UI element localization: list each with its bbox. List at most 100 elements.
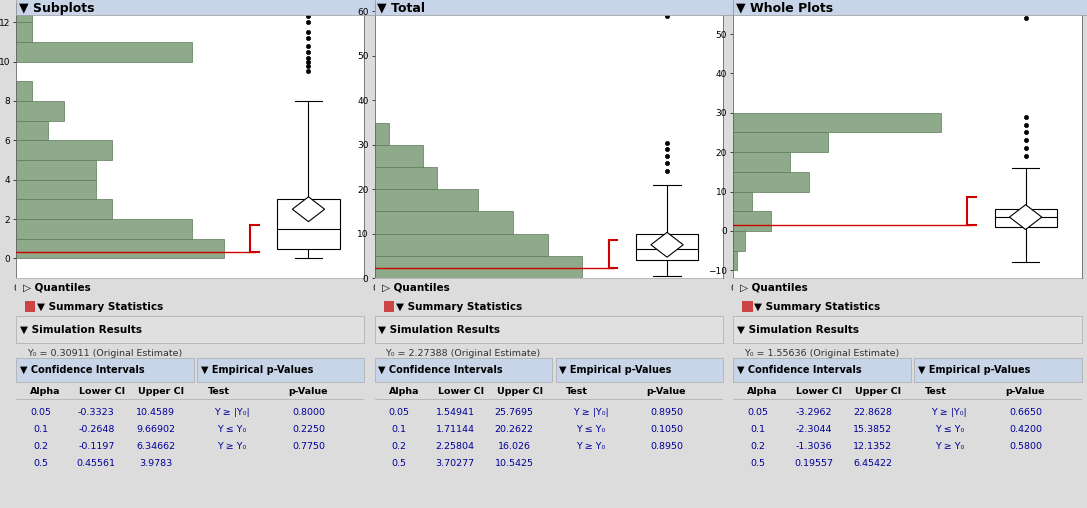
FancyBboxPatch shape bbox=[734, 0, 1087, 15]
FancyBboxPatch shape bbox=[16, 0, 642, 15]
Text: 0.5: 0.5 bbox=[391, 459, 407, 468]
Text: 0.4200: 0.4200 bbox=[1010, 425, 1042, 434]
Text: Upper CI: Upper CI bbox=[497, 387, 542, 396]
Text: 1.54941: 1.54941 bbox=[436, 408, 474, 417]
Text: 6.45422: 6.45422 bbox=[853, 459, 892, 468]
Polygon shape bbox=[1010, 205, 1041, 230]
Bar bbox=[16, 140, 112, 160]
Text: ▼ Total: ▼ Total bbox=[377, 2, 425, 15]
Bar bbox=[16, 3, 33, 22]
Text: 0.2: 0.2 bbox=[34, 442, 48, 451]
Text: 22.8628: 22.8628 bbox=[853, 408, 892, 417]
Bar bbox=[16, 42, 191, 61]
Text: 0.6650: 0.6650 bbox=[1010, 408, 1042, 417]
Text: 20.2622: 20.2622 bbox=[495, 425, 534, 434]
Text: Upper CI: Upper CI bbox=[138, 387, 185, 396]
Text: Lower CI: Lower CI bbox=[79, 387, 125, 396]
Bar bbox=[734, 133, 827, 152]
Text: ▼ Whole Plots: ▼ Whole Plots bbox=[736, 2, 833, 15]
Bar bbox=[375, 189, 478, 211]
Text: -2.3044: -2.3044 bbox=[796, 425, 832, 434]
Text: Lower CI: Lower CI bbox=[438, 387, 484, 396]
Text: Y ≥ Y₀: Y ≥ Y₀ bbox=[217, 442, 247, 451]
FancyBboxPatch shape bbox=[375, 358, 552, 383]
Bar bbox=[16, 199, 112, 219]
Text: ▷ Quantiles: ▷ Quantiles bbox=[382, 282, 450, 293]
Text: 0.1: 0.1 bbox=[750, 425, 765, 434]
Text: 0.2250: 0.2250 bbox=[292, 425, 325, 434]
Text: p-Value: p-Value bbox=[1005, 387, 1045, 396]
Polygon shape bbox=[651, 232, 684, 257]
Bar bbox=[384, 301, 393, 312]
Bar bbox=[375, 256, 583, 278]
Bar bbox=[742, 301, 752, 312]
Text: 3.9783: 3.9783 bbox=[139, 459, 172, 468]
FancyBboxPatch shape bbox=[375, 0, 1001, 15]
Text: 0.05: 0.05 bbox=[747, 408, 769, 417]
Bar bbox=[16, 219, 191, 239]
Text: 9.66902: 9.66902 bbox=[136, 425, 175, 434]
Bar bbox=[734, 231, 745, 250]
Bar bbox=[16, 120, 48, 140]
Text: 0.2: 0.2 bbox=[750, 442, 765, 451]
Bar bbox=[25, 301, 36, 312]
Text: ▼ Simulation Results: ▼ Simulation Results bbox=[737, 324, 859, 334]
Text: Test: Test bbox=[566, 387, 588, 396]
Text: p-Value: p-Value bbox=[288, 387, 327, 396]
Bar bbox=[734, 152, 790, 172]
FancyBboxPatch shape bbox=[555, 358, 723, 383]
Text: ▷ Quantiles: ▷ Quantiles bbox=[23, 282, 91, 293]
Bar bbox=[375, 145, 423, 167]
Text: -3.2962: -3.2962 bbox=[796, 408, 832, 417]
Text: 10.5425: 10.5425 bbox=[495, 459, 534, 468]
Text: Lower CI: Lower CI bbox=[796, 387, 842, 396]
Bar bbox=[995, 209, 1057, 227]
Bar bbox=[375, 122, 389, 145]
Text: Y ≤ Y₀: Y ≤ Y₀ bbox=[935, 425, 964, 434]
Text: Alpha: Alpha bbox=[389, 387, 420, 396]
Text: Upper CI: Upper CI bbox=[855, 387, 901, 396]
Bar bbox=[734, 250, 737, 270]
Text: ▼ Confidence Intervals: ▼ Confidence Intervals bbox=[20, 365, 145, 375]
Text: ▼ Confidence Intervals: ▼ Confidence Intervals bbox=[737, 365, 862, 375]
Text: 0.8950: 0.8950 bbox=[651, 408, 684, 417]
Text: 12.1352: 12.1352 bbox=[853, 442, 892, 451]
Text: 0.19557: 0.19557 bbox=[794, 459, 833, 468]
Text: 0.5800: 0.5800 bbox=[1010, 442, 1042, 451]
Text: ▼ Summary Statistics: ▼ Summary Statistics bbox=[37, 302, 163, 311]
Text: Y₀ = 1.55636 (Original Estimate): Y₀ = 1.55636 (Original Estimate) bbox=[744, 350, 899, 359]
Bar bbox=[375, 211, 513, 234]
Text: Test: Test bbox=[925, 387, 947, 396]
Text: 1.71144: 1.71144 bbox=[436, 425, 474, 434]
Text: -0.3323: -0.3323 bbox=[78, 408, 115, 417]
Bar bbox=[375, 167, 437, 189]
Text: Y₀ = 0.30911 (Original Estimate): Y₀ = 0.30911 (Original Estimate) bbox=[27, 350, 182, 359]
Text: 0.2: 0.2 bbox=[391, 442, 407, 451]
Text: 2.25804: 2.25804 bbox=[436, 442, 474, 451]
Polygon shape bbox=[292, 197, 325, 221]
Bar bbox=[734, 113, 940, 133]
Text: 0.5: 0.5 bbox=[750, 459, 765, 468]
Text: ▼ Simulation Results: ▼ Simulation Results bbox=[20, 324, 141, 334]
Bar bbox=[16, 239, 224, 259]
Bar bbox=[636, 234, 698, 260]
Text: 0.45561: 0.45561 bbox=[77, 459, 116, 468]
Bar bbox=[277, 199, 339, 248]
Text: 10.4589: 10.4589 bbox=[136, 408, 175, 417]
Bar bbox=[16, 101, 64, 120]
Text: ▼ Empirical p-Values: ▼ Empirical p-Values bbox=[917, 365, 1030, 375]
FancyBboxPatch shape bbox=[16, 316, 364, 342]
Text: -0.1197: -0.1197 bbox=[78, 442, 114, 451]
Text: 0.1: 0.1 bbox=[34, 425, 48, 434]
Text: Y ≤ Y₀: Y ≤ Y₀ bbox=[217, 425, 247, 434]
Text: 0.05: 0.05 bbox=[30, 408, 51, 417]
Text: 0.7750: 0.7750 bbox=[292, 442, 325, 451]
Text: ▼ Summary Statistics: ▼ Summary Statistics bbox=[396, 302, 522, 311]
Text: 15.3852: 15.3852 bbox=[853, 425, 892, 434]
FancyBboxPatch shape bbox=[734, 316, 1082, 342]
Bar bbox=[734, 192, 752, 211]
Bar bbox=[734, 211, 771, 231]
Text: 3.70277: 3.70277 bbox=[436, 459, 475, 468]
Text: ▼ Simulation Results: ▼ Simulation Results bbox=[378, 324, 500, 334]
Text: -1.3036: -1.3036 bbox=[796, 442, 832, 451]
